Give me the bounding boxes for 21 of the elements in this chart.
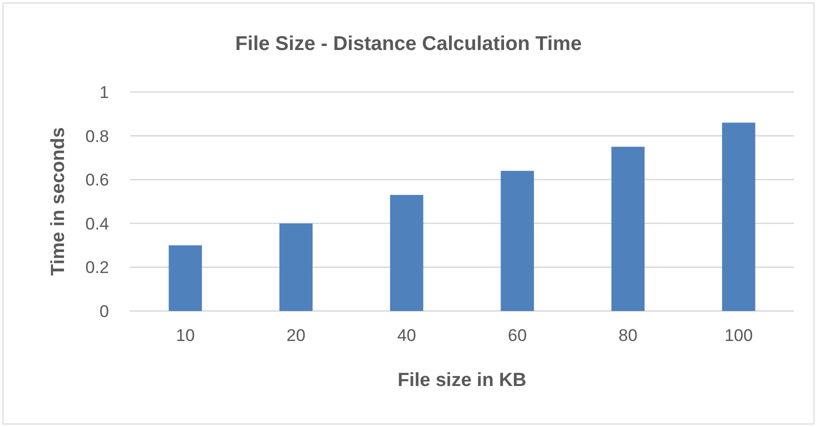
x-tick-label: 60 <box>508 326 527 345</box>
y-axis-title: Time in seconds <box>48 127 69 276</box>
y-tick-label: 1 <box>100 82 109 102</box>
bar <box>500 170 534 311</box>
x-tick-label: 100 <box>724 326 753 345</box>
x-axis-title: File size in KB <box>398 370 526 391</box>
bar <box>390 194 424 311</box>
x-tick-label: 10 <box>176 326 195 345</box>
bar <box>722 122 756 311</box>
y-tick-label: 0.2 <box>85 258 109 278</box>
y-tick-label: 0.6 <box>85 170 109 190</box>
bar <box>168 245 202 311</box>
x-tick-label: 20 <box>286 326 306 345</box>
bar <box>279 223 313 311</box>
chart-title: File Size - Distance Calculation Time <box>235 33 582 55</box>
x-tick-label: 40 <box>397 326 416 345</box>
x-tick-label: 80 <box>618 326 638 345</box>
bar <box>611 146 645 311</box>
y-tick-label: 0.8 <box>85 126 109 146</box>
y-tick-label: 0.4 <box>85 214 109 234</box>
y-tick-label: 0 <box>100 302 109 321</box>
